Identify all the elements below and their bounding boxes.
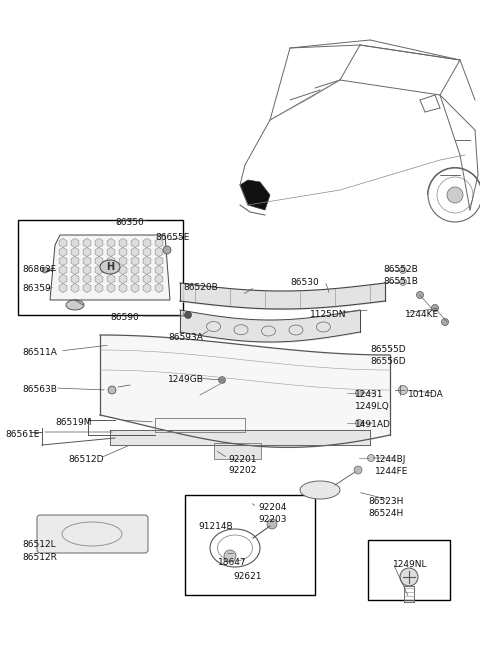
Text: H: H xyxy=(106,262,114,272)
Text: 1244KE: 1244KE xyxy=(405,310,439,319)
Text: 86519M: 86519M xyxy=(55,418,92,427)
Bar xyxy=(368,540,450,600)
Text: 86359: 86359 xyxy=(22,284,51,293)
Text: 86530: 86530 xyxy=(290,278,319,287)
Text: 86555D: 86555D xyxy=(370,345,406,354)
Circle shape xyxy=(184,312,192,318)
Text: 86552B: 86552B xyxy=(383,265,418,274)
Text: 92621: 92621 xyxy=(233,572,262,581)
Circle shape xyxy=(356,390,362,396)
Circle shape xyxy=(108,386,116,394)
Circle shape xyxy=(356,419,362,426)
Ellipse shape xyxy=(100,260,120,274)
Text: 86655E: 86655E xyxy=(155,233,190,242)
Bar xyxy=(18,220,183,315)
Circle shape xyxy=(399,267,407,274)
Circle shape xyxy=(218,377,226,383)
Circle shape xyxy=(447,187,463,203)
Text: 86561E: 86561E xyxy=(5,430,39,439)
Text: 92202: 92202 xyxy=(228,466,256,475)
Text: 92204: 92204 xyxy=(258,503,287,512)
Circle shape xyxy=(442,318,448,326)
Text: 86556D: 86556D xyxy=(370,357,406,366)
Text: 1249NL: 1249NL xyxy=(393,560,428,569)
Circle shape xyxy=(224,550,236,562)
Text: 86350: 86350 xyxy=(115,218,144,227)
Text: 86512L: 86512L xyxy=(22,540,56,549)
Circle shape xyxy=(267,519,277,529)
Text: 1244BJ: 1244BJ xyxy=(375,455,407,464)
Ellipse shape xyxy=(66,300,84,310)
Text: 1491AD: 1491AD xyxy=(355,420,391,429)
Text: 86593A: 86593A xyxy=(168,333,203,342)
Text: 18647: 18647 xyxy=(218,558,247,567)
Text: 86590: 86590 xyxy=(110,313,139,322)
Circle shape xyxy=(398,386,408,394)
Circle shape xyxy=(399,278,407,286)
Text: 86863F: 86863F xyxy=(22,265,56,274)
FancyBboxPatch shape xyxy=(214,443,261,459)
Text: 92203: 92203 xyxy=(258,515,287,524)
Text: 86523H: 86523H xyxy=(368,497,403,506)
Circle shape xyxy=(432,305,439,312)
Circle shape xyxy=(163,246,171,254)
Text: 86551B: 86551B xyxy=(383,277,418,286)
Text: 1125DN: 1125DN xyxy=(310,310,347,319)
Text: 12431: 12431 xyxy=(355,390,384,399)
Text: 91214B: 91214B xyxy=(198,522,233,531)
Circle shape xyxy=(417,291,423,299)
Text: 92201: 92201 xyxy=(228,455,256,464)
Text: 1014DA: 1014DA xyxy=(408,390,444,399)
Circle shape xyxy=(42,267,48,273)
Text: 1249GB: 1249GB xyxy=(168,375,204,384)
Text: 86520B: 86520B xyxy=(183,283,218,292)
Text: 86524H: 86524H xyxy=(368,509,403,518)
Circle shape xyxy=(354,466,362,474)
Text: 86512R: 86512R xyxy=(22,553,57,562)
Polygon shape xyxy=(50,235,170,300)
FancyBboxPatch shape xyxy=(37,515,148,553)
Text: 86512D: 86512D xyxy=(68,455,104,464)
Bar xyxy=(185,495,315,595)
Circle shape xyxy=(400,568,418,586)
Text: 1244FE: 1244FE xyxy=(375,467,408,476)
Text: 86563B: 86563B xyxy=(22,385,57,394)
Ellipse shape xyxy=(300,481,340,499)
Text: 1249LQ: 1249LQ xyxy=(355,402,390,411)
Polygon shape xyxy=(240,180,270,210)
Circle shape xyxy=(368,455,374,462)
Text: 86511A: 86511A xyxy=(22,348,57,357)
